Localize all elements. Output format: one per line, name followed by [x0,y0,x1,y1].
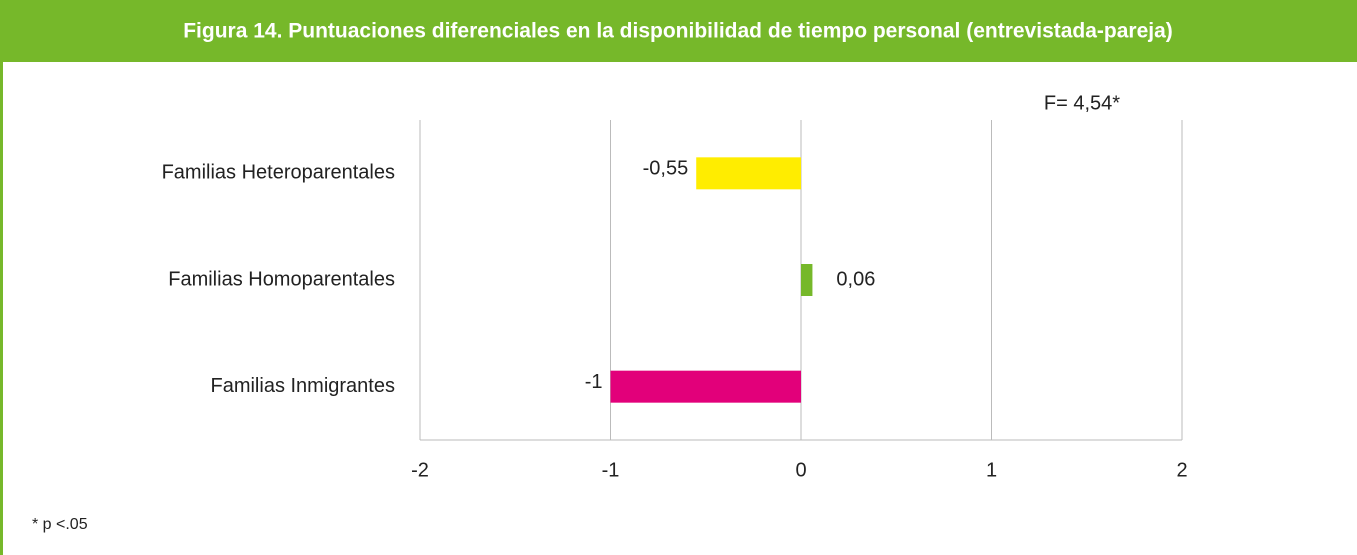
x-tick-label: 1 [986,459,997,481]
bar [696,157,801,190]
bar [610,370,801,403]
x-tick-label: -1 [602,459,620,481]
chart-title: Figura 14. Puntuaciones diferenciales en… [183,20,1173,43]
y-tick-label: Familias Inmigrantes [210,375,395,397]
header-band [0,0,1357,62]
data-label: -0,55 [643,158,689,180]
y-tick-label: Familias Heteroparentales [162,162,395,184]
x-tick-label: -2 [411,459,429,481]
y-tick-label: Familias Homoparentales [168,268,395,290]
data-label: 0,06 [836,268,875,290]
data-label: -1 [585,371,603,393]
x-tick-label: 0 [795,459,806,481]
left-border [0,62,3,555]
bar [801,264,813,296]
annotation: F= 4,54* [1044,92,1120,114]
x-tick-label: 2 [1176,459,1187,481]
footnote: * p <.05 [32,516,88,533]
